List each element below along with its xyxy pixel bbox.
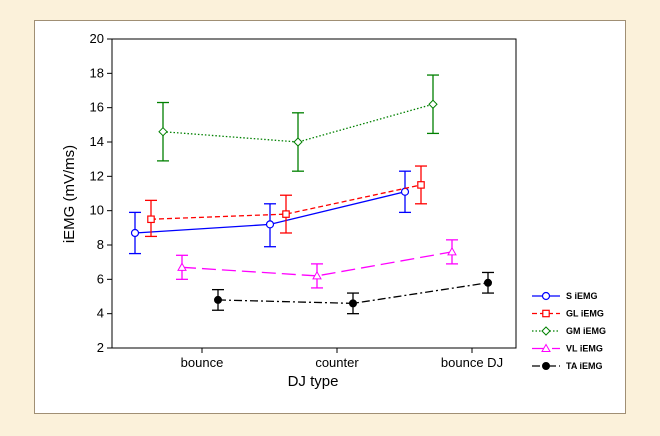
data-point <box>428 99 438 109</box>
data-point <box>400 187 410 196</box>
x-tick-label: bounce <box>181 355 224 370</box>
y-tick-label: 8 <box>97 237 104 252</box>
data-point <box>312 270 322 280</box>
data-point <box>541 343 551 352</box>
series-s <box>129 170 411 255</box>
legend-label: GM iEMG <box>566 326 606 336</box>
legend-item: GM iEMG <box>532 326 606 336</box>
x-axis-title: DJ type <box>288 373 339 390</box>
y-axis-title: iEMG (mV/ms) <box>61 145 78 243</box>
plot-area-border <box>111 38 517 349</box>
series-line <box>162 103 434 143</box>
y-tick-label: 6 <box>97 271 104 286</box>
legend-label: TA iEMG <box>566 361 603 371</box>
y-tick-label: 14 <box>90 134 104 149</box>
data-point <box>484 278 492 287</box>
data-point <box>417 181 425 189</box>
legend-label: VL iEMG <box>566 344 603 354</box>
series-ta <box>212 271 494 315</box>
data-point <box>349 299 357 308</box>
series-line <box>181 251 453 277</box>
data-point <box>542 362 550 370</box>
data-point <box>177 262 187 271</box>
data-point <box>542 309 550 318</box>
data-point <box>282 210 290 218</box>
y-tick-label: 12 <box>90 168 104 183</box>
legend-label: GL iEMG <box>566 309 604 319</box>
series-gm <box>157 74 439 172</box>
y-tick-label: 2 <box>97 340 104 355</box>
data-point <box>147 215 155 224</box>
y-tick-label: 16 <box>90 100 104 115</box>
data-point <box>214 295 222 304</box>
data-point <box>158 126 168 137</box>
legend-label: S iEMG <box>566 291 598 301</box>
data-point <box>447 246 457 256</box>
data-point <box>130 228 140 238</box>
legend-item: GL iEMG <box>532 309 604 319</box>
x-tick-label: counter <box>315 355 359 370</box>
legend-item: S iEMG <box>532 291 598 301</box>
data-point <box>541 291 551 301</box>
series-vl <box>176 239 458 289</box>
y-tick-label: 10 <box>90 203 104 218</box>
series-gl <box>145 165 427 238</box>
data-point <box>293 137 303 147</box>
data-point <box>265 220 275 229</box>
y-tick-label: 18 <box>90 65 104 80</box>
y-tick-label: 4 <box>97 306 104 321</box>
data-point <box>541 326 551 336</box>
legend-item: VL iEMG <box>532 343 603 354</box>
x-tick-label: bounce DJ <box>441 355 503 370</box>
y-tick-label: 20 <box>90 31 104 46</box>
series-line <box>150 184 422 220</box>
legend-item: TA iEMG <box>532 361 603 371</box>
legend: S iEMG GL iEMG GM iEMG VL iEMG TA iEMG <box>532 291 606 371</box>
